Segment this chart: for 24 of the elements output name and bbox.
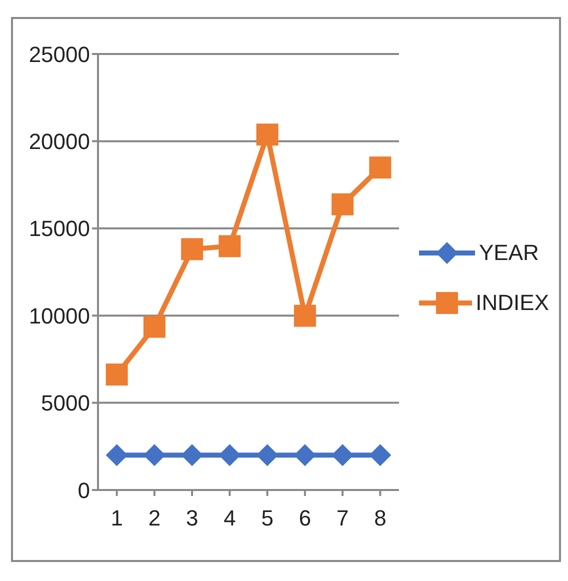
y-tick-label: 5000 bbox=[41, 390, 90, 416]
x-tick-label: 6 bbox=[298, 506, 312, 531]
point bbox=[332, 193, 354, 216]
point bbox=[181, 238, 204, 260]
y-tick-label: 0 bbox=[78, 478, 90, 503]
y-tick-label: 25000 bbox=[28, 42, 90, 67]
x-tick-label: 4 bbox=[224, 506, 236, 531]
legend-label: INDIEX bbox=[476, 290, 549, 316]
point bbox=[256, 124, 278, 146]
x-tick-label: 1 bbox=[110, 506, 123, 531]
x-tick-label: 5 bbox=[261, 506, 274, 531]
x-tick-label: 3 bbox=[186, 506, 198, 531]
point bbox=[218, 235, 241, 258]
point bbox=[106, 364, 128, 386]
x-tick-label: 2 bbox=[148, 506, 161, 531]
x-tick-label: 7 bbox=[336, 506, 349, 531]
y-tick-label: 10000 bbox=[28, 303, 90, 328]
x-tick-label: 8 bbox=[374, 506, 386, 531]
y-tick-label: 15000 bbox=[28, 216, 90, 242]
legend-label: YEAR bbox=[479, 240, 539, 266]
point bbox=[294, 304, 316, 327]
y-tick-label: 20000 bbox=[28, 129, 90, 154]
point bbox=[369, 156, 392, 179]
point bbox=[143, 316, 166, 338]
